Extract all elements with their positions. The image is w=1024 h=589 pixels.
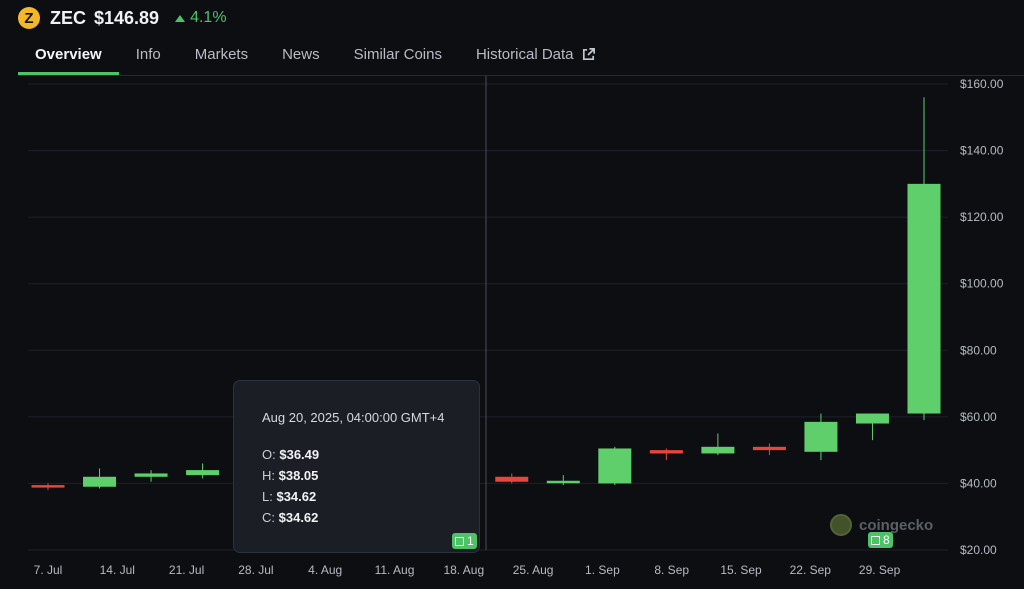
tab-overview[interactable]: Overview <box>18 38 119 75</box>
price-change: 4.1% <box>175 9 227 27</box>
tab-markets[interactable]: Markets <box>178 38 265 75</box>
news-badge[interactable]: 1 <box>452 533 477 549</box>
candle-body <box>495 476 529 482</box>
tab-similar-coins[interactable]: Similar Coins <box>337 38 459 75</box>
y-tick-label: $100.00 <box>960 277 1004 291</box>
x-tick-label: 11. Aug <box>375 563 415 577</box>
candle-body <box>907 183 941 414</box>
tooltip-close-label: C: <box>262 510 275 525</box>
candle-body <box>804 421 838 452</box>
y-tick-label: $20.00 <box>960 543 997 557</box>
tooltip-open: O: $36.49 <box>262 447 319 462</box>
zcash-z-icon: Z <box>18 7 40 29</box>
tab-news[interactable]: News <box>265 38 337 75</box>
tooltip-high: H: $38.05 <box>262 468 318 483</box>
x-tick-label: 7. Jul <box>34 563 63 577</box>
tooltip-date: Aug 20, 2025, 04:00:00 GMT+4 <box>262 410 445 425</box>
coin-header: Z ZEC $146.89 4.1% <box>18 6 227 30</box>
tooltip-open-value: $36.49 <box>279 447 320 462</box>
news-icon <box>871 535 880 545</box>
candle-body <box>31 485 65 488</box>
candle-body <box>649 450 683 454</box>
x-tick-label: 21. Jul <box>169 563 204 577</box>
tooltip-open-label: O: <box>262 447 276 462</box>
candle-body <box>855 413 889 424</box>
y-tick-label: $40.00 <box>960 476 997 490</box>
x-tick-label: 1. Sep <box>585 563 620 577</box>
x-tick-label: 8. Sep <box>654 563 689 577</box>
ohlc-tooltip: Aug 20, 2025, 04:00:00 GMT+4 O: $36.49 H… <box>233 380 480 553</box>
news-badge-count: 8 <box>883 533 890 547</box>
tooltip-close: C: $34.62 <box>262 510 318 525</box>
coin-symbol: ZEC <box>50 7 86 28</box>
x-tick-label: 4. Aug <box>308 563 342 577</box>
tooltip-high-label: H: <box>262 468 275 483</box>
tab-similar-coins-label: Similar Coins <box>353 46 442 63</box>
x-tick-label: 28. Jul <box>238 563 273 577</box>
triangle-up-icon <box>175 14 186 22</box>
news-badge[interactable]: 8 <box>868 532 893 548</box>
news-badge-count: 1 <box>467 534 474 548</box>
tooltip-close-value: $34.62 <box>278 510 319 525</box>
tab-info-label: Info <box>135 46 161 63</box>
x-tick-label: 29. Sep <box>859 563 901 577</box>
tab-historical-data-label: Historical Data <box>475 46 574 63</box>
price-change-value: 4.1% <box>190 9 227 26</box>
watermark-text: coingecko <box>859 516 934 534</box>
candle-body <box>83 476 117 487</box>
y-tick-label: $140.00 <box>960 144 1004 158</box>
coingecko-logo-icon <box>830 514 852 536</box>
x-tick-label: 14. Jul <box>100 563 135 577</box>
tab-bar: Overview Info Markets News Similar Coins… <box>18 38 1024 76</box>
x-tick-label: 22. Sep <box>790 563 832 577</box>
tooltip-low-value: $34.62 <box>276 489 317 504</box>
candle-body <box>752 446 786 451</box>
tooltip-low-label: L: <box>262 489 273 504</box>
candle-body <box>598 448 632 484</box>
x-tick-label: 25. Aug <box>513 563 554 577</box>
candle-body <box>701 446 735 454</box>
y-tick-label: $120.00 <box>960 210 1004 224</box>
tooltip-high-value: $38.05 <box>278 468 319 483</box>
tab-info[interactable]: Info <box>119 38 178 75</box>
tooltip-low: L: $34.62 <box>262 489 316 504</box>
tab-markets-label: Markets <box>194 46 249 63</box>
y-tick-label: $160.00 <box>960 77 1004 91</box>
x-tick-label: 18. Aug <box>443 563 484 577</box>
candle-body <box>186 470 220 476</box>
y-tick-label: $80.00 <box>960 343 997 357</box>
coin-price: $146.89 <box>94 7 160 28</box>
x-tick-label: 15. Sep <box>720 563 762 577</box>
candle-body <box>134 473 168 477</box>
coingecko-watermark: coingecko <box>830 514 933 536</box>
news-icon <box>455 536 464 546</box>
tab-overview-label: Overview <box>35 46 102 63</box>
price-chart[interactable]: $20.00 $40.00 $60.00 $80.00 $100.00 $120.00 $1… <box>0 76 1024 589</box>
external-link-icon <box>582 48 595 61</box>
tab-historical-data[interactable]: Historical Data <box>459 38 613 75</box>
candle-body <box>546 480 580 484</box>
y-tick-label: $60.00 <box>960 410 997 424</box>
tab-news-label: News <box>282 46 320 63</box>
